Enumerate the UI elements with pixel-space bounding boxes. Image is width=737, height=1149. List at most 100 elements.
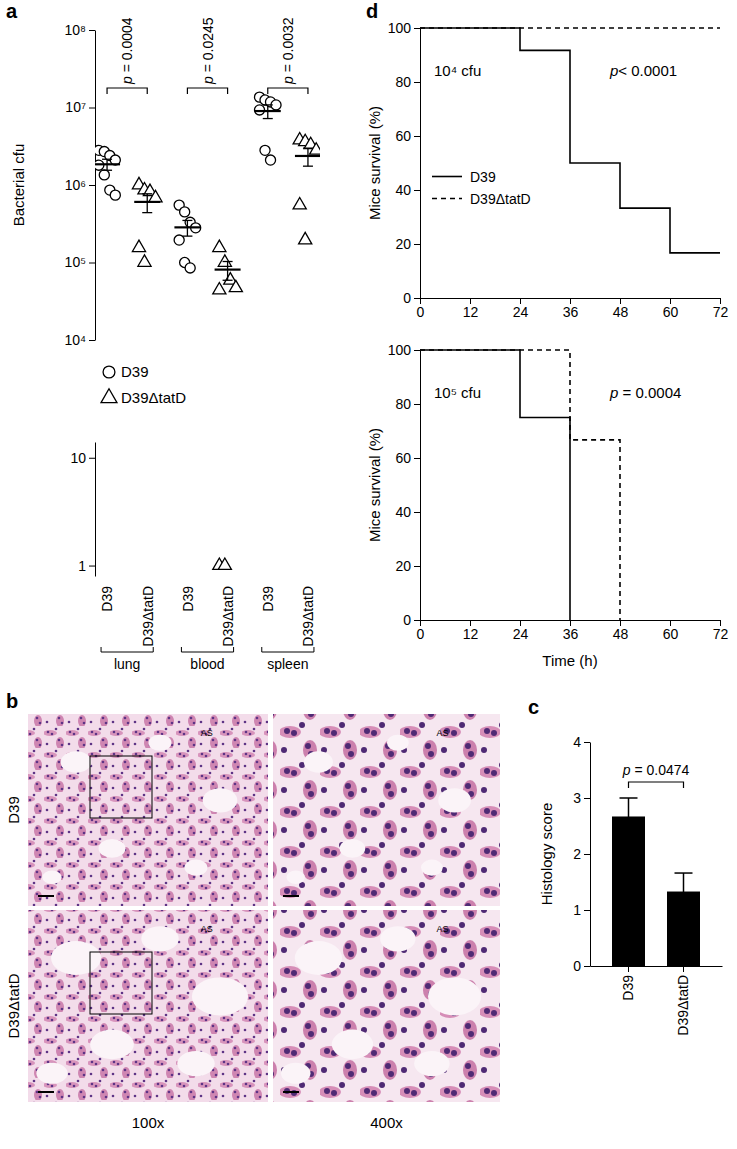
tick-label: 10⁶ (65, 177, 86, 193)
group-label: blood (190, 656, 224, 672)
tick-label: 100 (388, 20, 412, 36)
y-axis-title: Histology score (538, 803, 555, 906)
error-cap (263, 104, 273, 105)
column-label: 100x (132, 1114, 165, 1131)
legend-marker (103, 366, 115, 378)
data-point (218, 255, 231, 266)
tick-mark (584, 966, 590, 967)
tick: D39 (180, 582, 196, 612)
tick: 80 (395, 74, 420, 90)
tick: D39ΔtatD (140, 582, 156, 647)
legend-marker (101, 389, 117, 403)
tick-mark (89, 458, 95, 459)
tick-mark (414, 620, 420, 621)
y-axis-title: Bacterial cfu (10, 144, 27, 227)
tick: 60 (663, 620, 679, 642)
tick: 100 (388, 20, 420, 36)
error-bar (227, 262, 228, 281)
tick-mark (414, 350, 420, 351)
y-axis: 01234 (573, 734, 590, 974)
image-label: AS (201, 728, 213, 738)
legend-label: D39 (121, 363, 149, 380)
tick: 10 (70, 450, 95, 466)
significance-bracket (107, 88, 147, 94)
error-cap (142, 212, 152, 213)
tick-mark (414, 566, 420, 567)
x-axis: D39 D39ΔtatD (591, 966, 723, 1036)
data-point (260, 145, 270, 155)
tick-mark (414, 458, 420, 459)
group-bracket (262, 647, 314, 652)
tick-mark (414, 298, 420, 299)
tick: D39 (620, 966, 636, 1001)
data-point (99, 170, 109, 180)
group-bracket (181, 647, 233, 652)
axis-line (95, 31, 96, 341)
tick: 100 (388, 342, 420, 358)
histology-image (273, 910, 500, 1102)
plot-area (420, 28, 720, 253)
tick-label: D39ΔtatD (675, 975, 691, 1036)
tick-label: 40 (395, 182, 411, 198)
error-cap (620, 797, 638, 799)
tick-label: 48 (613, 304, 629, 320)
tick: 40 (395, 182, 420, 198)
annotation: p< 0.0001 (609, 62, 677, 79)
tick-mark (414, 82, 420, 83)
tick: 20 (395, 558, 420, 574)
annotation: 10⁴ cfu (434, 62, 481, 79)
data-point (218, 558, 231, 569)
tick: 24 (513, 620, 529, 642)
legend-label: D39ΔtatD (121, 389, 186, 406)
tick-mark (584, 742, 590, 743)
data-point (229, 280, 242, 291)
tick-label: 0 (573, 958, 581, 974)
group-label: lung (114, 656, 140, 672)
survival-line (420, 28, 720, 253)
tick: 10⁷ (65, 99, 95, 115)
annotation: p = 0.0474 (622, 762, 690, 778)
tick: 10⁸ (65, 22, 95, 38)
error-cap (675, 872, 693, 874)
error-cap (182, 235, 192, 236)
tick-label: 1 (573, 902, 581, 918)
tick-label: 24 (513, 626, 529, 642)
annotation: 10⁵ cfu (434, 384, 481, 401)
tick-label: 60 (395, 128, 411, 144)
error-cap (303, 166, 313, 167)
tick-label: 10⁴ (64, 332, 86, 348)
plot-area (213, 558, 232, 569)
tick-label: D39ΔtatD (140, 586, 156, 647)
error-bar (307, 148, 308, 166)
tick-label: 1 (78, 558, 86, 574)
annotation: p = 0.0032 (280, 17, 296, 85)
tick-label: 60 (663, 304, 679, 320)
tick: 0 (417, 620, 425, 642)
tick-label: D39ΔtatD (300, 586, 316, 647)
tick-label: 2 (573, 846, 581, 862)
data-point (132, 240, 145, 251)
tick: 10⁶ (65, 177, 95, 193)
tick: 36 (563, 620, 579, 642)
tick-mark (89, 566, 95, 567)
significance-bracket (187, 88, 227, 94)
x-axis: 0122436486072 (417, 620, 729, 642)
error-cap (102, 159, 112, 160)
significance-bracket (629, 782, 684, 788)
tick-label: D39 (260, 586, 276, 612)
tick-label: 40 (395, 504, 411, 520)
tick-mark (414, 512, 420, 513)
legend-label: D39ΔtatD (470, 191, 531, 207)
data-point (254, 105, 264, 115)
tick-label: 20 (395, 558, 411, 574)
tick: 72 (713, 298, 729, 320)
tick: 1 (78, 558, 95, 574)
tick: 60 (395, 128, 420, 144)
legend-line (432, 176, 462, 178)
legend-label: D39 (470, 169, 496, 185)
tick-mark (414, 28, 420, 29)
data-point (149, 190, 162, 201)
tick: 3 (573, 790, 590, 806)
tick-mark (89, 108, 95, 109)
tick: 0 (573, 958, 590, 974)
